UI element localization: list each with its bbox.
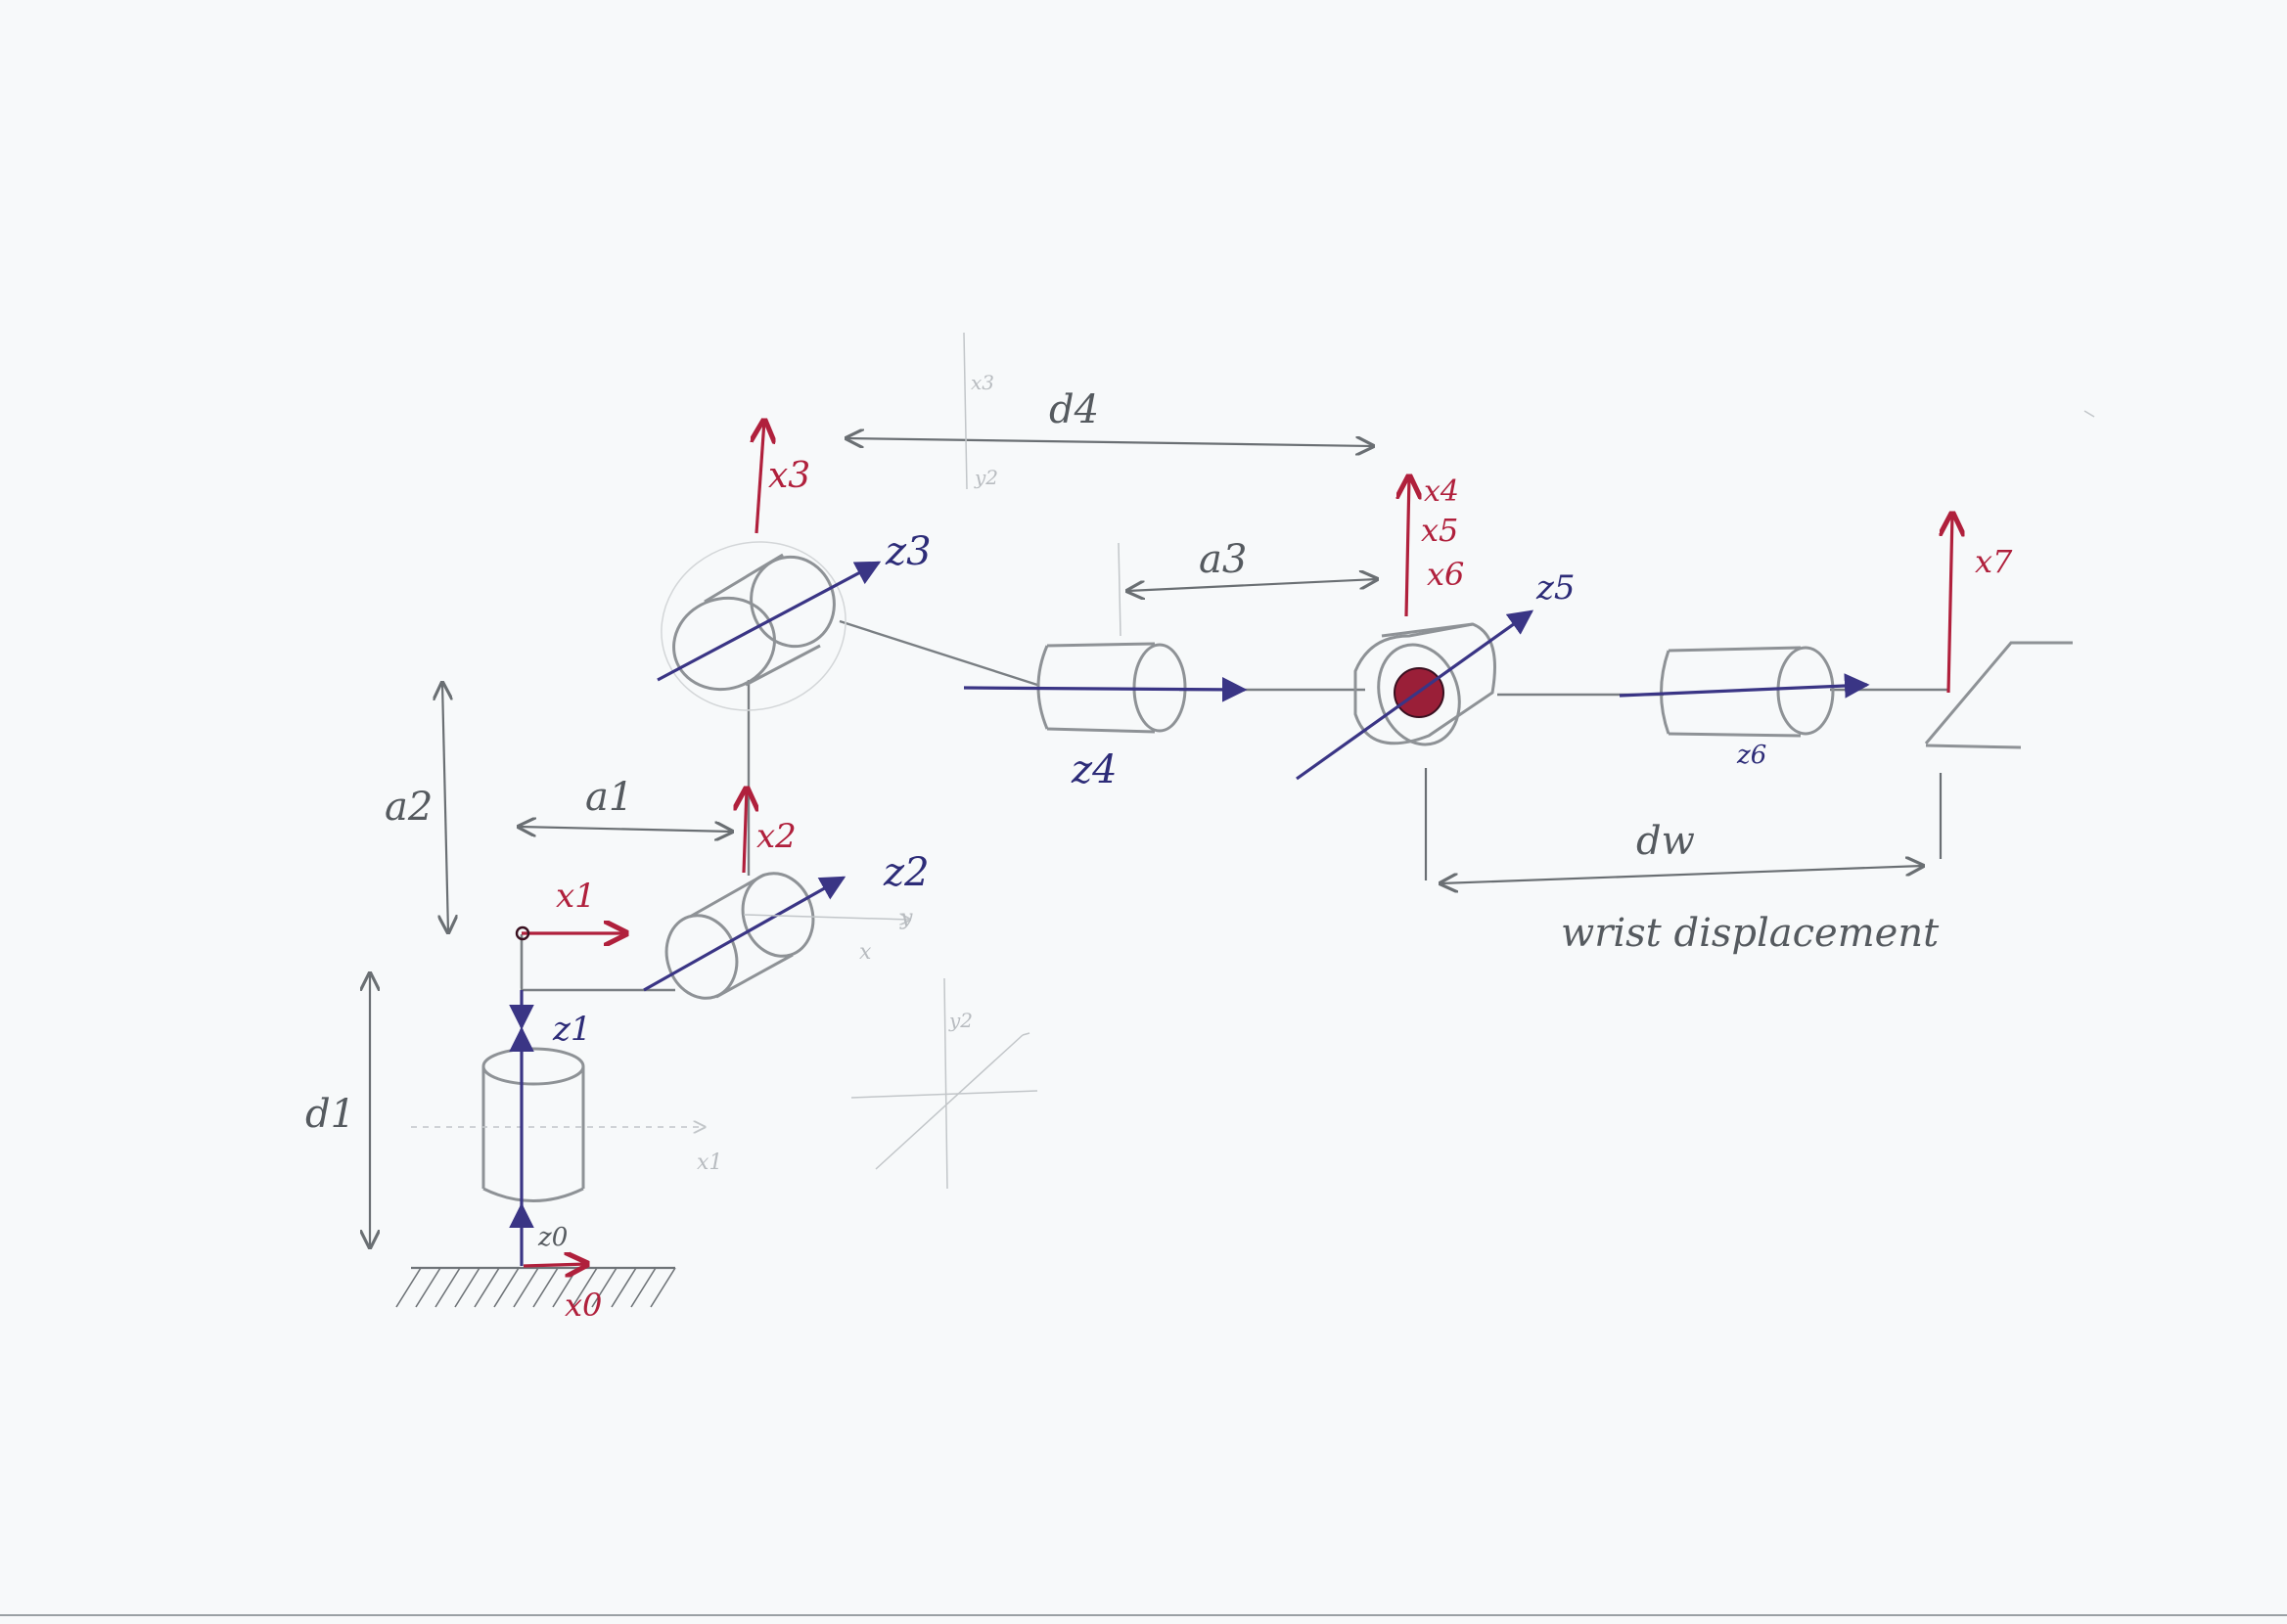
label-z6: z6	[1736, 741, 1766, 770]
page-bottom-edge	[0, 1614, 2287, 1616]
label-x7: x7	[1975, 543, 2013, 580]
a1-dim	[519, 827, 732, 832]
x3-axis	[756, 421, 764, 534]
faint-label-y: y	[899, 906, 913, 930]
labels: d1 a2 a1 d4 a3 dw wrist displacement z0 …	[305, 371, 2013, 1324]
x7-axis	[1948, 514, 1952, 694]
label-z3: z3	[885, 529, 932, 574]
label-x1: x1	[556, 877, 596, 916]
z6-axis	[1619, 673, 1870, 699]
label-z5: z5	[1535, 568, 1576, 608]
label-z4: z4	[1071, 747, 1118, 792]
frame1-origin	[515, 925, 530, 941]
faint-reference-frames	[743, 332, 2095, 1190]
z2-axis	[643, 876, 846, 992]
x-axes	[522, 421, 1952, 1266]
a3-dim	[1127, 579, 1377, 591]
x4-axis	[1406, 476, 1409, 617]
label-x4: x4	[1424, 474, 1459, 509]
faint-label-y2b: y2	[948, 1009, 973, 1032]
label-wrist-displacement: wrist displacement	[1561, 911, 1940, 956]
faint-label-x: x	[859, 940, 872, 965]
joint6-cylinder	[1660, 646, 1835, 738]
z4-axis	[963, 677, 1248, 702]
label-z2: z2	[883, 850, 930, 895]
joint3-cylinder	[661, 541, 846, 711]
z-axes	[509, 561, 1870, 1266]
dw-dim	[1441, 866, 1923, 883]
faint-label-x1: x1	[697, 1150, 722, 1175]
label-x3: x3	[768, 456, 810, 496]
joint1-cylinder	[481, 1047, 585, 1202]
z3-axis	[657, 561, 882, 682]
label-a1: a1	[585, 775, 633, 820]
z5-axis	[1296, 609, 1534, 781]
a2-dim	[442, 683, 448, 932]
joint2-cylinder	[664, 872, 815, 1000]
faint-label-x3: x3	[971, 371, 994, 394]
dimension-lines	[370, 438, 1943, 1247]
x0-axis	[523, 1264, 587, 1266]
gripper	[1924, 641, 2073, 749]
label-a3: a3	[1199, 537, 1247, 582]
label-z0: z0	[537, 1223, 568, 1252]
x2-axis	[744, 789, 747, 874]
label-x5: x5	[1421, 512, 1458, 549]
label-a2: a2	[385, 785, 433, 830]
joint5-cylinder	[1353, 622, 1496, 746]
label-dw: dw	[1636, 819, 1695, 864]
label-x2: x2	[756, 817, 797, 856]
d4-dim	[846, 438, 1373, 446]
label-x6: x6	[1427, 556, 1464, 593]
label-d1: d1	[305, 1092, 355, 1137]
label-z1: z1	[552, 1010, 592, 1049]
label-d4: d4	[1049, 387, 1099, 432]
ground	[395, 1266, 676, 1308]
label-x0: x0	[565, 1286, 602, 1324]
faint-label-y2: y2	[974, 466, 998, 489]
